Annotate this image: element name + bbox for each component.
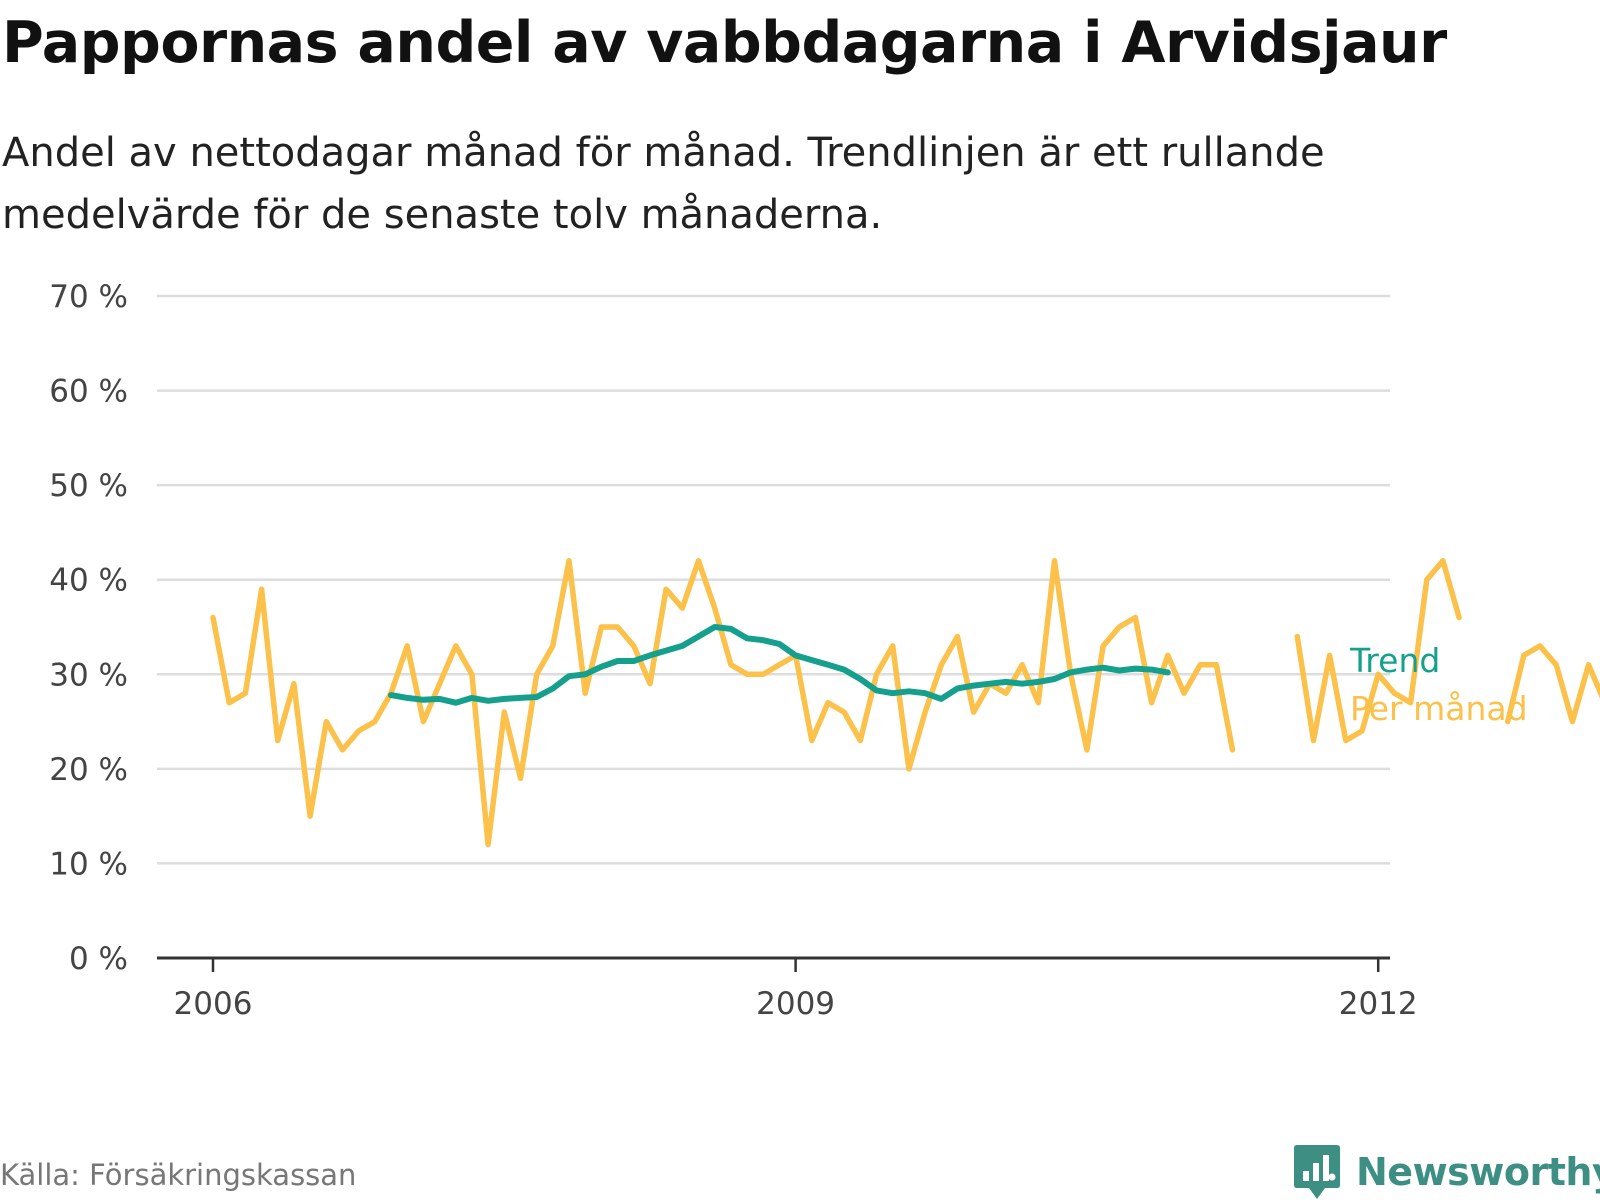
line-chart: 0 % 10 % 20 % 30 % 40 % 50 % 60 % 70 % 2006 2009… — [49, 279, 1600, 1022]
y-tick-label: 20 % — [49, 752, 128, 788]
y-tick-label: 40 % — [49, 563, 128, 599]
y-tick-label: 70 % — [49, 279, 128, 315]
source-credit: Källa: Försäkringskassan — [0, 1158, 357, 1192]
y-tick-label: 10 % — [49, 846, 128, 882]
y-tick-label: 60 % — [49, 374, 128, 410]
legend: Trend Per månad — [1349, 641, 1528, 728]
newsworthy-chart-icon — [1294, 1145, 1340, 1199]
trend-line — [388, 624, 1171, 706]
y-tick-label: 0 % — [69, 941, 128, 977]
monthly-line — [210, 558, 1236, 848]
series-lines — [210, 558, 1600, 848]
y-tick-label: 30 % — [49, 657, 128, 693]
x-tick-label: 2009 — [756, 986, 835, 1022]
chart-subtitle: Andel av nettodagar månad för månad. Tre… — [2, 130, 1325, 238]
gridlines — [157, 294, 1390, 865]
legend-label-trend: Trend — [1349, 641, 1440, 680]
monthly-line — [1294, 558, 1462, 744]
brand-name: Newsworthy — [1356, 1150, 1600, 1194]
monthly-line — [1504, 643, 1600, 725]
x-axis: 2006200920122015201820212023 — [157, 956, 1418, 1022]
legend-label-monthly: Per månad — [1350, 689, 1528, 728]
x-tick-label: 2012 — [1339, 986, 1418, 1022]
brand-logo: Newsworthy — [1292, 1142, 1600, 1202]
x-tick-label: 2006 — [174, 986, 253, 1022]
chart-title: Pappornas andel av vabbdagarna i Arvidsj… — [2, 10, 1447, 76]
y-tick-label: 50 % — [49, 468, 128, 504]
y-axis-tick-labels: 0 % 10 % 20 % 30 % 40 % 50 % 60 % 70 % — [49, 279, 128, 977]
